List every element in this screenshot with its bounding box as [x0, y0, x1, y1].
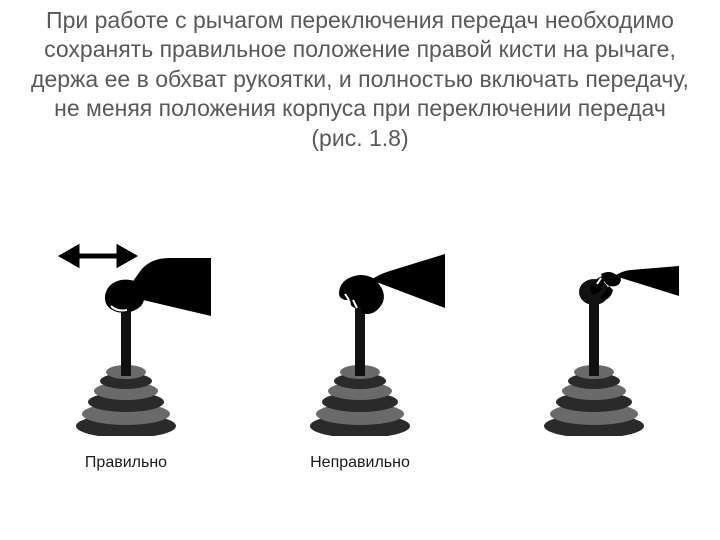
figure-wrong-pinch — [509, 236, 679, 496]
figure-wrong-palm: Неправильно — [275, 236, 445, 496]
figure-caption: Правильно — [85, 454, 167, 472]
instruction-paragraph: При работе с рычагом переключения переда… — [28, 6, 692, 153]
gear-grip-wrong-palm-icon — [275, 236, 445, 436]
gear-grip-correct-icon — [41, 236, 211, 436]
figure-correct: Правильно — [41, 236, 211, 496]
gear-grip-wrong-pinch-icon — [509, 236, 679, 436]
figure-row: Правильно — [0, 236, 720, 496]
page: При работе с рычагом переключения переда… — [0, 0, 720, 540]
figure-caption: Неправильно — [310, 454, 410, 472]
